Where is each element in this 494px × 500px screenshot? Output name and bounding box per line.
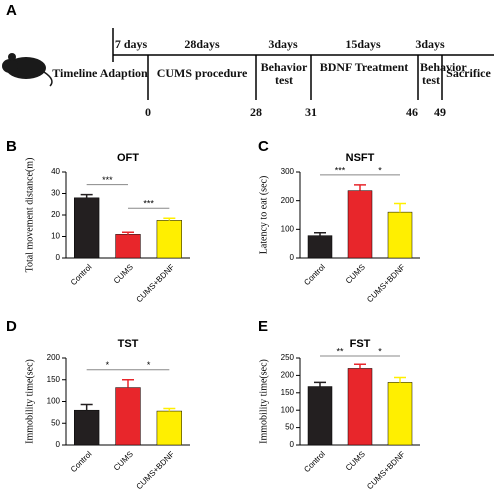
chart-title: NSFT (346, 152, 375, 164)
error-bar (80, 403, 93, 411)
significance-label: * (378, 165, 382, 175)
y-tick-label: 0 (56, 440, 61, 449)
error-bar (354, 184, 366, 191)
y-tick-label: 50 (51, 418, 60, 427)
bar (307, 386, 333, 446)
chart-title: TST (118, 338, 139, 350)
bar (387, 382, 413, 446)
y-tick-label: 150 (281, 388, 295, 397)
y-axis-label: Latency to eat (sec) (258, 176, 269, 255)
bar (115, 234, 141, 259)
duration-label: 3days (415, 37, 445, 51)
mouse-icon (2, 53, 53, 87)
x-tick-label: Control (69, 449, 94, 474)
day-label: 28 (250, 105, 262, 119)
chart-title: FST (350, 338, 371, 350)
y-tick-label: 40 (51, 167, 60, 176)
y-axis-label: Total movement distance(m) (24, 158, 35, 273)
x-tick-label: CUMS+BDNF (135, 262, 177, 304)
significance-label: * (147, 360, 151, 370)
y-tick-label: 30 (51, 189, 60, 198)
x-tick-label: CUMS+BDNF (365, 262, 407, 304)
duration-label: 7 days (114, 37, 148, 51)
bar (74, 197, 100, 259)
panel-letter: D (6, 318, 17, 335)
y-tick-label: 200 (281, 196, 295, 205)
stage-label: Timeline Adaption (52, 66, 148, 80)
y-tick-label: 250 (281, 353, 295, 362)
error-bar (163, 217, 176, 221)
y-tick-label: 200 (281, 371, 295, 380)
significance-label: *** (143, 199, 154, 209)
panel-letter: E (258, 318, 269, 335)
error-bar (80, 193, 93, 198)
timeline-lines (112, 28, 494, 100)
error-bar (122, 231, 134, 235)
error-bar (314, 381, 326, 387)
day-label: 0 (145, 105, 151, 119)
x-tick-label: Control (302, 449, 327, 474)
x-tick-label: CUMS (344, 450, 367, 473)
duration-label: 3days (268, 37, 298, 51)
bar (387, 211, 413, 259)
significance-label: *** (335, 165, 346, 175)
significance-label: ** (336, 346, 344, 356)
x-tick-label: CUMS+BDNF (135, 449, 177, 491)
y-tick-label: 200 (47, 353, 61, 362)
x-tick-label: CUMS (112, 450, 135, 473)
y-axis-label: Immobility time(sec) (24, 359, 35, 444)
significance-label: *** (102, 175, 113, 185)
y-tick-label: 20 (51, 210, 60, 219)
error-bar (314, 232, 326, 236)
error-bar (394, 376, 406, 383)
stage-label: Behavior test (260, 60, 308, 87)
y-tick-label: 100 (47, 397, 61, 406)
y-tick-label: 100 (281, 405, 295, 414)
stage-label: Behavior test (420, 60, 467, 87)
panel-letter: C (258, 138, 269, 155)
error-bar (163, 407, 176, 412)
y-axis-label: Immobility time(sec) (258, 359, 269, 444)
bar (347, 190, 373, 259)
day-label: 31 (305, 105, 317, 119)
panel-letter: A (6, 2, 17, 19)
stage-label: Sacrifice (446, 66, 491, 80)
x-tick-label: CUMS (112, 263, 135, 286)
bar (74, 409, 100, 446)
error-bar (394, 202, 406, 213)
panel-letter: B (6, 138, 17, 155)
significance-label: * (106, 360, 110, 370)
x-tick-label: Control (302, 262, 327, 287)
y-tick-label: 300 (281, 167, 295, 176)
error-bar (354, 363, 366, 369)
x-tick-label: Control (69, 262, 94, 287)
significance-label: * (378, 346, 382, 356)
duration-label: 15days (345, 37, 381, 51)
day-label: 49 (434, 105, 446, 119)
y-tick-label: 10 (51, 232, 60, 241)
x-tick-label: CUMS (344, 263, 367, 286)
bar (307, 235, 333, 259)
y-tick-label: 0 (56, 253, 61, 262)
bar (156, 220, 182, 259)
bar (156, 410, 182, 446)
y-tick-label: 150 (47, 375, 61, 384)
bar (347, 368, 373, 446)
stage-label: BDNF Treatment (319, 60, 409, 74)
error-bar (122, 379, 134, 388)
bar (115, 387, 141, 446)
x-tick-label: CUMS+BDNF (365, 449, 407, 491)
duration-label: 28days (184, 37, 220, 51)
day-label: 46 (406, 105, 418, 119)
y-tick-label: 100 (281, 224, 295, 233)
chart-title: OFT (117, 152, 139, 164)
y-tick-label: 50 (285, 423, 294, 432)
y-tick-label: 0 (290, 440, 295, 449)
y-tick-label: 0 (290, 253, 295, 262)
stage-label: CUMS procedure (156, 66, 248, 80)
